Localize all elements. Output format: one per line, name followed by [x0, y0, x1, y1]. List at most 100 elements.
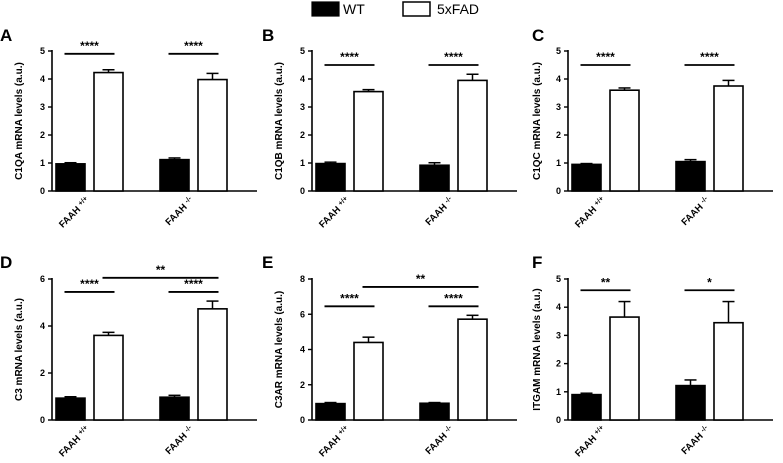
panel-b: B C1QB mRNA levels (a.u.) 0 1 2 3 4 5 FAAH +/+ FA… — [262, 26, 517, 230]
bar-5xfad — [93, 334, 124, 421]
bar-5xfad — [457, 79, 488, 192]
y-tick-label: 3 — [40, 102, 45, 112]
y-tick-label: 0 — [40, 186, 45, 196]
bar-wt — [571, 163, 602, 192]
bar-5xfad — [609, 89, 640, 192]
bar-5xfad — [457, 318, 488, 421]
panel-c: C C1QC mRNA levels (a.u.) 0 1 2 3 4 5 FAAH +/+ FA… — [532, 26, 773, 230]
panel-d: D C3 mRNA levels (a.u.) 0 2 4 6 FAAH +/+ FAAH -… — [0, 253, 257, 459]
x-group-label: FAAH +/+ — [573, 424, 608, 459]
x-group-label: FAAH +/+ — [57, 424, 92, 459]
panel-letter: A — [0, 26, 12, 45]
panel-f: F ITGAM mRNA levels (a.u.) 0 1 2 3 4 5 FAAH +/+ F… — [532, 253, 773, 459]
y-tick-label: 5 — [40, 46, 45, 56]
significance-label: * — [707, 275, 712, 289]
x-group-label-superscript: -/- — [183, 195, 193, 205]
y-tick-label: 2 — [556, 130, 561, 140]
x-group-label: FAAH -/- — [423, 195, 456, 228]
y-tick-label: 0 — [40, 415, 45, 425]
x-group-label-superscript: +/+ — [593, 195, 605, 207]
y-tick-label: 1 — [300, 158, 305, 168]
y-tick-label: 1 — [40, 158, 45, 168]
y-tick-label: 4 — [300, 345, 305, 355]
x-group-label-superscript: -/- — [699, 195, 709, 205]
bar-wt — [315, 162, 346, 192]
bar-5xfad — [713, 321, 744, 421]
x-group-label-superscript: -/- — [443, 424, 453, 434]
y-tick-label: 4 — [40, 321, 45, 331]
bar-wt — [419, 402, 450, 421]
significance-label: ** — [416, 272, 426, 286]
y-tick-label: 6 — [40, 274, 45, 284]
x-group-label-superscript: +/+ — [77, 424, 89, 436]
panel-letter: D — [0, 253, 12, 272]
bar-wt — [55, 163, 86, 192]
panel-letter: F — [532, 253, 542, 272]
x-group-label-superscript: +/+ — [77, 195, 89, 207]
significance-label: **** — [184, 277, 203, 291]
y-tick-label: 1 — [556, 387, 561, 397]
y-tick-label: 8 — [300, 274, 305, 284]
significance-label: **** — [340, 291, 359, 305]
y-tick-label: 0 — [556, 415, 561, 425]
x-group-label: FAAH -/- — [423, 424, 456, 457]
y-tick-label: 4 — [40, 74, 45, 84]
bar-wt — [159, 396, 190, 421]
y-tick-label: 5 — [556, 46, 561, 56]
y-tick-label: 2 — [556, 359, 561, 369]
bar-wt — [55, 397, 86, 421]
legend: WT 5xFAD — [311, 1, 479, 17]
y-tick-label: 3 — [556, 330, 561, 340]
panel-letter: E — [262, 253, 273, 272]
significance-label: **** — [596, 50, 615, 64]
x-group-label: FAAH -/- — [679, 195, 712, 228]
legend-swatch-5xfad — [402, 1, 431, 17]
significance-label: **** — [444, 291, 463, 305]
x-group-label-superscript: +/+ — [337, 195, 349, 207]
bar-wt — [675, 160, 706, 192]
y-tick-label: 2 — [40, 368, 45, 378]
bar-5xfad — [713, 85, 744, 192]
bar-wt — [159, 158, 190, 192]
panel-letter: B — [262, 26, 274, 45]
bar-5xfad — [93, 71, 124, 192]
y-axis-label: C1QB mRNA levels (a.u.) — [274, 62, 285, 180]
significance-label: ** — [601, 275, 611, 289]
bar-5xfad — [197, 78, 228, 192]
significance-label: **** — [80, 277, 99, 291]
x-group-label-superscript: -/- — [699, 424, 709, 434]
significance-label: **** — [700, 50, 719, 64]
significance-label: **** — [444, 50, 463, 64]
bar-wt — [419, 164, 450, 192]
bar-wt — [315, 402, 346, 421]
y-tick-label: 2 — [300, 130, 305, 140]
x-group-label: FAAH +/+ — [57, 195, 92, 230]
y-axis-label: C3AR mRNA levels (a.u.) — [274, 291, 285, 408]
bar-5xfad — [197, 308, 228, 421]
bar-5xfad — [609, 316, 640, 421]
y-tick-label: 6 — [300, 309, 305, 319]
x-group-label: FAAH -/- — [163, 195, 196, 228]
y-tick-label: 0 — [300, 186, 305, 196]
y-tick-label: 5 — [556, 274, 561, 284]
bar-5xfad — [353, 341, 384, 421]
panel-letter: C — [532, 26, 544, 45]
y-tick-label: 3 — [556, 102, 561, 112]
y-axis-label: ITGAM mRNA levels (a.u.) — [532, 288, 543, 410]
x-group-label-superscript: -/- — [443, 195, 453, 205]
x-group-label: FAAH +/+ — [317, 195, 352, 230]
y-tick-label: 4 — [556, 302, 561, 312]
legend-label-wt: WT — [343, 1, 365, 17]
y-axis-label: C3 mRNA levels (a.u.) — [14, 298, 25, 401]
y-tick-label: 2 — [40, 130, 45, 140]
y-tick-label: 5 — [300, 46, 305, 56]
x-group-label-superscript: +/+ — [593, 424, 605, 436]
y-tick-label: 0 — [300, 415, 305, 425]
legend-label-5xfad: 5xFAD — [437, 1, 479, 17]
y-tick-label: 0 — [556, 186, 561, 196]
panel-e: E C3AR mRNA levels (a.u.) 0 2 4 6 8 FAAH +/+ FAA… — [262, 253, 517, 459]
significance-label: **** — [340, 50, 359, 64]
y-tick-label: 1 — [556, 158, 561, 168]
x-group-label-superscript: -/- — [183, 424, 193, 434]
